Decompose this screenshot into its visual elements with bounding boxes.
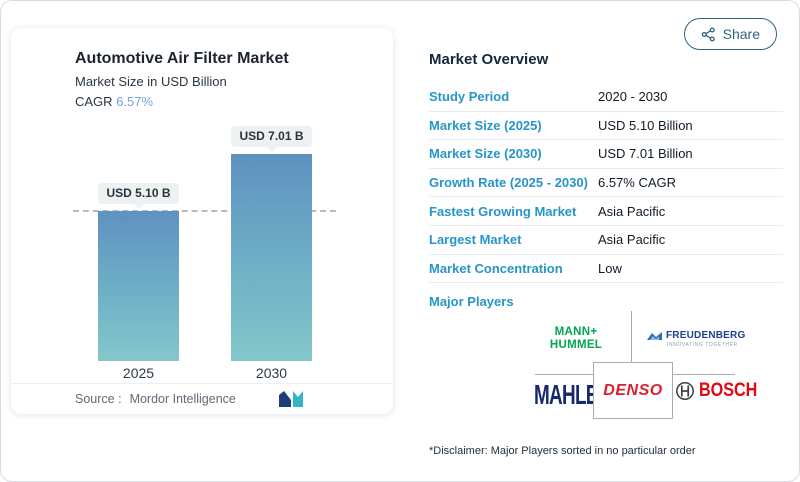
row-label: Largest Market	[429, 232, 522, 248]
bar-value-badge-2025: USD 5.10 B	[98, 183, 179, 209]
mahle-logo: MAHLE	[534, 379, 598, 411]
table-row: Fastest Growing Market Asia Pacific	[429, 197, 783, 226]
chart-source-row: Source : Mordor Intelligence	[11, 383, 393, 414]
row-value: Asia Pacific	[598, 232, 666, 248]
mann-hummel-line1: MANN+	[554, 326, 598, 338]
bar-chart: USD 5.10 B USD 7.01 B	[11, 121, 393, 361]
cagr-value: 6.57%	[116, 94, 154, 109]
row-value: USD 5.10 Billion	[598, 117, 693, 133]
table-row: Study Period 2020 - 2030	[429, 83, 783, 112]
chart-cagr: CAGR 6.57%	[75, 94, 153, 109]
major-players-label: Major Players	[429, 294, 514, 309]
bar-value-2025: USD 5.10 B	[106, 186, 171, 200]
row-label: Market Concentration	[429, 260, 563, 276]
diagram-vertical-line	[631, 311, 632, 362]
x-axis-label-2030: 2030	[255, 365, 288, 381]
bosch-text: BOSCH	[699, 380, 758, 401]
row-label: Market Size (2025)	[429, 117, 542, 133]
major-players-diagram: MANN+ HUMMEL FREUDENBERG INNOVATING TOGE…	[429, 309, 785, 431]
source-name: Mordor Intelligence	[129, 392, 236, 406]
row-value: Low	[598, 260, 622, 276]
mann-hummel-line2: HUMMEL	[549, 338, 603, 351]
overview-table: Study Period 2020 - 2030 Market Size (20…	[429, 83, 783, 284]
freudenberg-flag-icon	[647, 331, 662, 340]
freudenberg-logo: FREUDENBERG INNOVATING TOGETHER	[647, 330, 745, 348]
row-label: Study Period	[429, 89, 510, 105]
bar-2025	[98, 211, 179, 361]
chart-subtitle: Market Size in USD Billion	[75, 74, 227, 89]
row-value: USD 7.01 Billion	[598, 146, 693, 162]
share-label: Share	[722, 26, 760, 42]
mann-hummel-logo: MANN+ HUMMEL	[536, 326, 616, 351]
row-label: Fastest Growing Market	[429, 203, 577, 219]
share-button[interactable]: Share	[683, 18, 777, 50]
row-value: 6.57% CAGR	[598, 175, 677, 191]
chart-title: Automotive Air Filter Market	[75, 50, 289, 67]
table-row: Market Size (2030) USD 7.01 Billion	[429, 140, 783, 169]
diagram-horizontal-line-right	[673, 374, 735, 375]
row-value: 2020 - 2030	[598, 89, 668, 105]
freudenberg-tagline: INNOVATING TOGETHER	[667, 342, 738, 348]
overview-title: Market Overview	[429, 51, 549, 68]
table-row: Growth Rate (2025 - 2030) 6.57% CAGR	[429, 169, 783, 198]
table-row: Market Concentration Low	[429, 255, 783, 284]
denso-logo-box: DENSO	[593, 362, 673, 419]
diagram-horizontal-line-left	[535, 374, 593, 375]
bar-value-badge-2030: USD 7.01 B	[231, 126, 312, 152]
source-label: Source :	[75, 392, 122, 406]
disclaimer-text: *Disclaimer: Major Players sorted in no …	[429, 445, 696, 457]
cagr-label: CAGR	[75, 94, 113, 109]
bosch-logo: BOSCH	[675, 380, 768, 402]
mordor-intelligence-logo-icon	[279, 391, 303, 407]
bar-2030	[231, 154, 312, 361]
x-axis-label-2025: 2025	[122, 365, 155, 381]
table-row: Market Size (2025) USD 5.10 Billion	[429, 112, 783, 141]
market-chart-card: Automotive Air Filter Market Market Size…	[11, 28, 393, 414]
source-text: Source : Mordor Intelligence	[75, 392, 236, 406]
bosch-armature-icon	[676, 382, 694, 400]
share-icon	[701, 26, 715, 42]
row-label: Growth Rate (2025 - 2030)	[429, 175, 588, 191]
reference-dashed-line	[73, 210, 336, 212]
bar-value-2030: USD 7.01 B	[239, 129, 304, 143]
row-value: Asia Pacific	[598, 203, 666, 219]
freudenberg-text: FREUDENBERG	[666, 330, 746, 341]
row-label: Market Size (2030)	[429, 146, 542, 162]
table-row: Largest Market Asia Pacific	[429, 226, 783, 255]
denso-logo: DENSO	[603, 381, 663, 399]
